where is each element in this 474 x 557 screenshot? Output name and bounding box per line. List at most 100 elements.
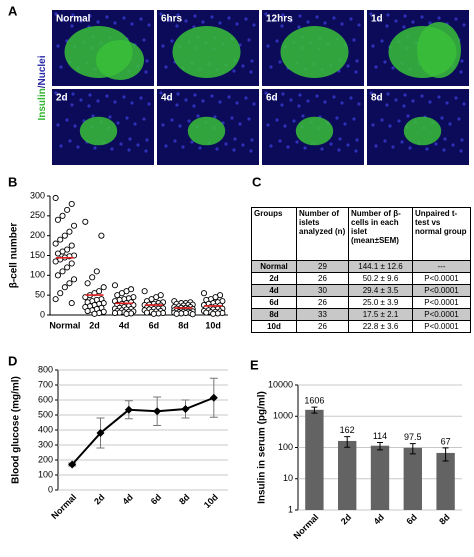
nucleus [232, 69, 236, 73]
value-label: 162 [340, 425, 355, 435]
nucleus [352, 117, 356, 121]
data-point [89, 274, 96, 281]
table-cell: --- [412, 260, 471, 273]
data-marker [124, 405, 133, 414]
y-tick-label: 500 [38, 409, 53, 419]
nucleus [161, 123, 165, 127]
islet [187, 116, 226, 146]
table-cell: P<0.0001 [412, 320, 471, 333]
data-line [71, 396, 215, 466]
nucleus [289, 19, 293, 23]
micrograph-label: 4d [161, 93, 173, 104]
nucleus [383, 60, 387, 64]
nucleus [142, 117, 146, 121]
nucleus [70, 24, 74, 28]
nucleus [425, 147, 429, 151]
islet [295, 116, 334, 146]
nucleus [252, 102, 256, 106]
value-label: 1606 [304, 396, 324, 406]
nucleus [113, 21, 117, 25]
nucleus [201, 20, 205, 24]
panel-label: E [250, 357, 259, 372]
islet [417, 22, 461, 78]
nucleus [442, 148, 446, 152]
y-tick-label: 1 [288, 504, 293, 514]
nucleus [56, 44, 60, 48]
nucleus [306, 20, 310, 24]
nucleus [193, 14, 197, 18]
nucleus [224, 142, 228, 146]
data-point [200, 290, 208, 297]
nucleus [147, 102, 151, 106]
nucleus [454, 96, 458, 100]
y-tick-label: 250 [30, 210, 45, 220]
x-tick-label: 6d [404, 512, 419, 527]
nucleus [91, 114, 95, 118]
nucleus [437, 95, 441, 99]
nucleus [244, 17, 248, 21]
nucleus [176, 92, 180, 96]
nucleus [218, 100, 222, 104]
nucleus [298, 14, 302, 18]
nucleus [371, 123, 375, 127]
y-axis-title: Blood glucose (mg/ml) [11, 376, 22, 484]
y-tick-label: 100 [278, 442, 293, 452]
nucleus [144, 70, 148, 74]
nucleus [201, 99, 205, 103]
nucleus [394, 19, 398, 23]
y-tick-label: 100 [30, 270, 45, 280]
nucleus [460, 138, 464, 142]
bar [403, 447, 422, 510]
nucleus [377, 97, 381, 101]
error-bar [344, 436, 351, 448]
data-point [61, 232, 68, 239]
nucleus [355, 59, 359, 63]
table-cell: 4d [251, 284, 297, 297]
data-point [64, 206, 71, 213]
x-tick-label: 4d [372, 512, 387, 527]
nucleus [145, 59, 149, 63]
nucleus [406, 114, 410, 118]
nucleus [196, 114, 200, 118]
nucleus [170, 118, 174, 122]
nucleus [388, 124, 392, 128]
nucleus [139, 17, 143, 21]
nucleus [440, 116, 444, 120]
nucleus [286, 145, 290, 149]
data-point [173, 310, 180, 317]
x-tick-label: 10d [205, 320, 221, 330]
nucleus [235, 22, 239, 26]
nucleus [88, 93, 92, 97]
data-marker [181, 405, 190, 413]
table-cell: P<0.0001 [412, 272, 471, 285]
panel-label: B [8, 174, 17, 189]
nucleus [244, 96, 248, 100]
data-point [54, 250, 61, 257]
nucleus [65, 118, 69, 122]
x-tick-label: 6d [149, 320, 160, 330]
nucleus [130, 101, 134, 105]
error-bar [442, 447, 449, 462]
nucleus [303, 146, 307, 150]
nucleus [292, 119, 296, 123]
nucleus [323, 100, 327, 104]
nucleus [167, 97, 171, 101]
nucleus [462, 102, 466, 106]
x-tick-label: Normal [49, 492, 78, 521]
table-cell: 2d [251, 272, 297, 285]
nucleus [448, 122, 452, 126]
nucleus [306, 99, 310, 103]
nucleus [369, 12, 373, 16]
nucleus [272, 18, 276, 22]
nucleus [190, 140, 194, 144]
data-point [66, 228, 73, 235]
header-cell: Groups [251, 207, 297, 261]
nucleus [215, 147, 219, 151]
nucleus [241, 143, 245, 147]
insulin-label: Insulin [37, 88, 48, 120]
nucleus [462, 23, 466, 27]
nucleus [280, 103, 284, 107]
data-point [52, 240, 59, 247]
x-tick-label: 2d [339, 512, 354, 527]
nucleus [218, 21, 222, 25]
